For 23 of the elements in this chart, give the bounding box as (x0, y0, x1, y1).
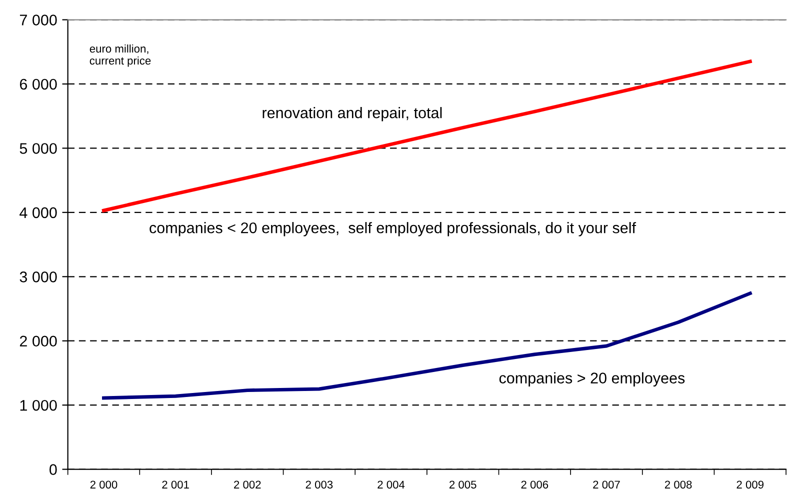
y-tick-label: 1 000 (20, 400, 57, 411)
y-tick-label: 5 000 (20, 143, 57, 154)
y-tick-label: 3 000 (20, 272, 57, 282)
x-tick-label: 2 009 (736, 480, 764, 489)
x-tick-label: 2 007 (593, 480, 620, 489)
x-tick-label: 2 004 (378, 480, 405, 489)
annotation: euro million, current price (90, 44, 151, 67)
series-label: companies > 20 employees (499, 372, 685, 387)
line-series (102, 292, 752, 400)
series-label: renovation and repair, total (262, 107, 442, 122)
x-tick-label: 2 006 (521, 480, 548, 489)
y-tick-label: 7 000 (20, 14, 57, 26)
y-tick-label: 2 000 (20, 336, 57, 347)
x-tick-label: 2 003 (306, 480, 333, 489)
x-tick-label: 2 005 (450, 480, 476, 489)
x-tick-label: 2 001 (162, 480, 189, 489)
y-tick-label: 6 000 (20, 78, 57, 90)
y-tick-label: 4 000 (20, 207, 57, 218)
y-tick-label: 0 (50, 464, 57, 475)
x-tick-label: 2 008 (664, 480, 692, 489)
x-tick-label: 2 002 (234, 480, 261, 489)
annotation: companies < 20 employees, self employed professionals, do it your self (150, 222, 636, 236)
x-tick-label: 2 000 (90, 480, 118, 489)
